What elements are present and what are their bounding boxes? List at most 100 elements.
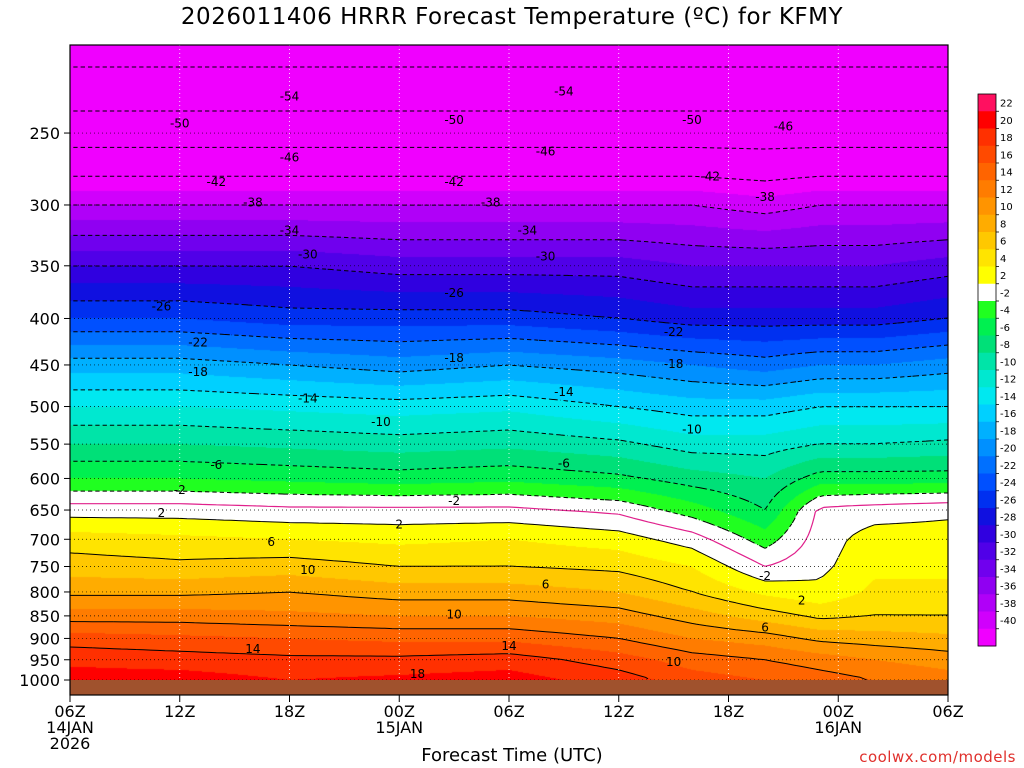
colorbar-label: -36 — [1000, 582, 1016, 593]
contour-label: -18 — [188, 365, 208, 379]
colorbar-label: 22 — [1000, 99, 1013, 110]
colorbar-label: -4 — [1000, 306, 1010, 317]
isotherm--6 — [70, 460, 948, 510]
contour-label: -22 — [188, 335, 208, 349]
y-tick-label: 750 — [29, 557, 60, 576]
ground-layer — [70, 680, 948, 695]
isotherm--46 — [70, 146, 948, 150]
contour-label: -18 — [664, 357, 684, 371]
contour-label: -6 — [558, 457, 570, 471]
isotherm-6 — [70, 552, 948, 620]
colorbar-label: 16 — [1000, 150, 1013, 161]
y-tick-label: 650 — [29, 501, 60, 520]
contour-label: -34 — [517, 223, 537, 237]
contour-label: -46 — [280, 151, 300, 165]
colorbar-swatch — [978, 283, 996, 302]
colorbar-label: -38 — [1000, 599, 1016, 610]
colorbar-swatch — [978, 611, 996, 630]
colorbar-swatch — [978, 594, 996, 612]
y-tick-label: 550 — [29, 435, 60, 454]
isotherm--26 — [70, 300, 948, 327]
colorbar-label: -2 — [1000, 288, 1010, 299]
x-tick-label: 00Z — [384, 702, 415, 721]
credit-link[interactable]: coolwx.com/models — [859, 748, 1016, 766]
contour-label: 14 — [501, 639, 516, 653]
colorbar-label: 20 — [1000, 116, 1013, 127]
contour-label: -34 — [280, 223, 300, 237]
colorbar-label: 6 — [1000, 237, 1006, 248]
colorbar-label: -8 — [1000, 340, 1010, 351]
isotherm-14 — [70, 621, 868, 681]
contour-label: -10 — [371, 415, 391, 429]
contour-label: -30 — [298, 247, 318, 261]
y-tick-label: 900 — [29, 629, 60, 648]
contour-label: -10 — [682, 423, 702, 437]
contour-label: 6 — [542, 577, 550, 591]
contour-label: 6 — [267, 535, 275, 549]
colorbar-swatch — [978, 352, 996, 371]
contour-label: 10 — [300, 563, 315, 577]
colorbar-swatch — [978, 456, 996, 474]
colorbar-swatch — [978, 232, 996, 250]
colorbar-swatch — [978, 525, 996, 543]
contour-label: 10 — [666, 655, 681, 669]
colorbar-label: 18 — [1000, 133, 1013, 144]
contour-label: -2 — [759, 569, 771, 583]
colorbar-label: -34 — [1000, 564, 1016, 575]
x-tick-label: 06Z — [932, 702, 963, 721]
contour-label: -18 — [444, 351, 464, 365]
chart-title: 2026011406 HRRR Forecast Temperature (ºC… — [180, 4, 844, 30]
contour-label: 14 — [245, 642, 260, 656]
isotherm-18 — [70, 646, 649, 680]
contour-label: -46 — [536, 145, 556, 159]
y-tick-label: 400 — [29, 309, 60, 328]
contour-label: -54 — [554, 84, 574, 98]
isotherm-2 — [70, 516, 948, 582]
isotherm--10 — [70, 424, 948, 457]
y-tick-label: 500 — [29, 398, 60, 417]
colorbar-swatch — [978, 542, 996, 561]
contour-label: -38 — [481, 195, 501, 209]
isotherm--22 — [70, 331, 948, 358]
colorbar-label: 10 — [1000, 202, 1013, 213]
isotherm--34 — [70, 234, 948, 249]
contour-label: -2 — [174, 483, 186, 497]
contour-label: 2 — [395, 517, 403, 531]
y-tick-label: 450 — [29, 356, 60, 375]
colorbar-swatch — [978, 197, 996, 216]
colorbar-label: -30 — [1000, 530, 1016, 541]
y-tick-label: 600 — [29, 469, 60, 488]
colorbar-swatch — [978, 94, 996, 112]
colorbar-swatch — [978, 145, 996, 164]
isotherm--42 — [70, 175, 948, 182]
contour-label: -50 — [170, 116, 190, 130]
colorbar-swatch — [978, 163, 996, 181]
contour-label: 6 — [761, 620, 769, 634]
contour-label: 2 — [158, 506, 166, 520]
x-tick-label: 00Z — [823, 702, 854, 721]
colorbar-swatch — [978, 508, 996, 526]
colorbar-label: -18 — [1000, 426, 1016, 437]
x-tick-label: 14JAN — [46, 718, 94, 737]
contour-label: -38 — [755, 190, 775, 204]
colorbar-label: -12 — [1000, 375, 1016, 386]
contour-label: -22 — [664, 325, 684, 339]
x-tick-label: 06Z — [493, 702, 524, 721]
colorbar-swatch — [978, 628, 996, 647]
colorbar-swatch — [978, 559, 996, 578]
colorbar-label: -24 — [1000, 478, 1016, 489]
colorbar-label: -40 — [1000, 616, 1016, 627]
y-axis: 250 300 350 400 450 500 550 600 650 700 750 800 850 9… — [19, 124, 70, 690]
colorbar-swatch — [978, 180, 996, 198]
x-tick-label: 15JAN — [375, 718, 423, 737]
colorbar-label: -22 — [1000, 461, 1016, 472]
colorbar-label: -32 — [1000, 547, 1016, 558]
contour-label: 10 — [446, 607, 461, 621]
colorbar-swatch — [978, 301, 996, 319]
freezing-isotherm — [70, 502, 948, 567]
contour-label: 18 — [410, 667, 425, 681]
colorbar-swatch — [978, 421, 996, 440]
contour-label: -14 — [554, 385, 574, 399]
